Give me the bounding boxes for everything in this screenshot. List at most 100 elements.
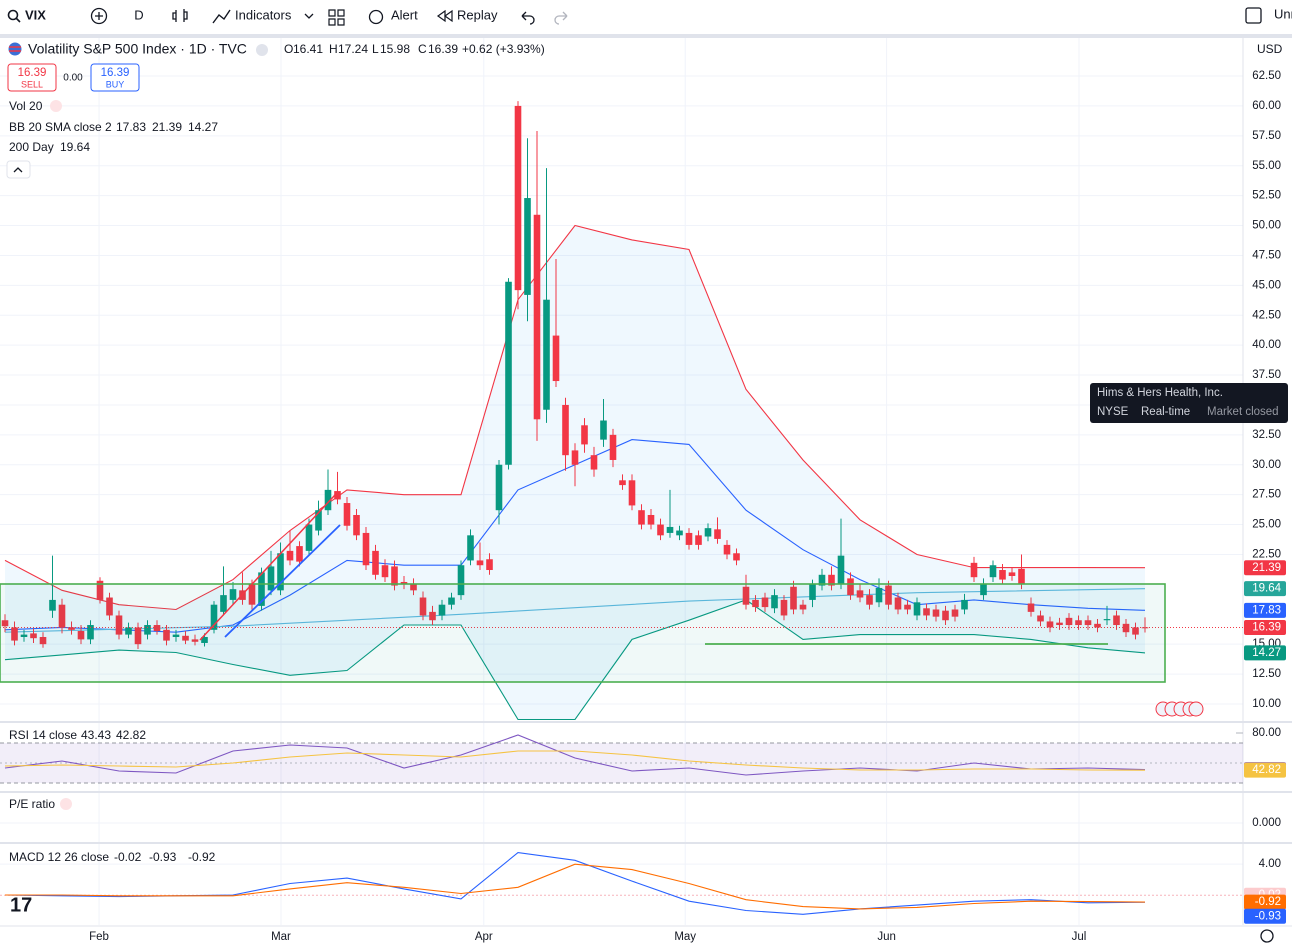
rsi-legend: RSI 14 close: [9, 728, 77, 742]
high-value: 17.24: [338, 42, 368, 56]
candle-body: [1132, 627, 1139, 635]
candle-body: [980, 584, 987, 596]
buy-button[interactable]: [90, 63, 140, 92]
macd-pane: [0, 852, 1243, 915]
sma-label-bg: [1244, 581, 1286, 597]
settings-icon[interactable]: [1260, 929, 1274, 943]
undo[interactable]: [521, 11, 535, 25]
candle-body: [847, 578, 854, 596]
last-price-label-bg: [1244, 620, 1286, 636]
redo[interactable]: [554, 11, 568, 25]
candle-body: [106, 597, 113, 616]
candle-body: [818, 574, 826, 586]
toolbar-bg: [0, 0, 1292, 34]
y-tick-label: 60.00: [1252, 100, 1281, 112]
candle-body: [305, 524, 313, 551]
volume-legend: Vol 20: [9, 99, 43, 113]
candle-body: [923, 608, 930, 616]
candle-body: [87, 625, 94, 640]
candle-body: [315, 510, 322, 531]
candle-body: [989, 565, 997, 578]
y-tick-label: 40.00: [1252, 339, 1281, 351]
warning-icon: [60, 798, 72, 810]
interval[interactable]: D: [134, 7, 143, 22]
drawings: [0, 494, 1204, 717]
candle-body: [486, 559, 493, 571]
tooltip-exchange: NYSE: [1097, 406, 1129, 418]
candle-body: [68, 627, 75, 630]
symbol[interactable]: VIX: [25, 7, 46, 22]
candle-body: [657, 524, 664, 536]
candle-body: [942, 610, 949, 621]
collapse-button[interactable]: [6, 160, 31, 179]
candle-body: [30, 633, 37, 639]
currency[interactable]: USD: [1257, 42, 1283, 56]
candle-body: [666, 526, 674, 533]
candle-body: [885, 585, 892, 605]
trend-line[interactable]: [199, 494, 336, 641]
chart-type[interactable]: [172, 9, 188, 22]
candle-body: [647, 514, 655, 525]
x-tick-label: Mar: [271, 931, 291, 943]
indicators[interactable]: Indicators: [235, 7, 292, 22]
layout-name[interactable]: Unn: [1274, 6, 1292, 21]
add-icon: [95, 12, 103, 20]
dropdown[interactable]: [304, 13, 314, 19]
candle-body: [182, 635, 189, 641]
x-tick-label: Feb: [89, 931, 109, 943]
candle-body: [761, 597, 769, 608]
x-tick-label: Apr: [475, 931, 493, 943]
candle-body: [533, 214, 541, 420]
y-tick-label: 37.50: [1252, 369, 1281, 381]
candle-body: [505, 281, 512, 465]
candle-body: [1113, 615, 1120, 626]
candle-body: [495, 464, 503, 511]
candle-body: [372, 550, 379, 575]
candle-body: [448, 597, 455, 605]
flags[interactable]: [1155, 701, 1204, 717]
y-tick-label: 30.00: [1252, 459, 1281, 471]
candle-body: [77, 631, 85, 640]
trend-line[interactable]: [224, 524, 341, 638]
y-tick-label: 22.50: [1252, 548, 1281, 560]
candle-body: [590, 455, 598, 470]
spread: 0.00: [63, 73, 83, 84]
candle-body: [856, 590, 864, 598]
replay[interactable]: Replay: [457, 7, 498, 22]
alert-icon: [368, 9, 384, 25]
rsi-line: [4, 750, 1146, 771]
add-symbol[interactable]: [90, 7, 108, 25]
alert[interactable]: Alert: [391, 7, 418, 22]
bb-upper-label: 21.39: [1252, 562, 1281, 574]
close-value: 16.39: [428, 42, 458, 56]
sell-button[interactable]: [7, 63, 57, 92]
sma-legend: 200 Day: [9, 140, 54, 154]
rsi-ma-label-bg: [1244, 762, 1286, 778]
candle-body: [343, 503, 351, 526]
candle-body: [600, 420, 607, 440]
y-tick-label: 27.50: [1252, 489, 1281, 501]
candle-body: [419, 597, 427, 616]
open-value: 16.41: [293, 42, 323, 56]
y-tick-label: 52.50: [1252, 190, 1281, 202]
candle-body: [571, 450, 579, 465]
checkbox[interactable]: [1245, 7, 1262, 24]
candle-body: [1141, 627, 1149, 629]
candle-body: [191, 639, 199, 642]
rectangle-drawing[interactable]: [0, 583, 1166, 683]
candle-body: [752, 599, 759, 608]
candle-body: [609, 434, 617, 460]
search-icon[interactable]: [7, 9, 19, 21]
candle-body: [467, 535, 474, 561]
buy-price: 16.39: [101, 67, 130, 79]
candle-body: [790, 586, 797, 610]
flag-icon: [8, 42, 22, 56]
layouts[interactable]: [328, 9, 345, 26]
y-tick-label: 47.50: [1252, 249, 1281, 261]
buy-label: BUY: [106, 79, 125, 89]
candle-body: [220, 595, 227, 612]
candle-body: [115, 615, 123, 635]
macd-hist-value: -0.02: [114, 850, 142, 864]
candle-body: [704, 528, 712, 537]
sell-price: 16.39: [18, 67, 47, 79]
